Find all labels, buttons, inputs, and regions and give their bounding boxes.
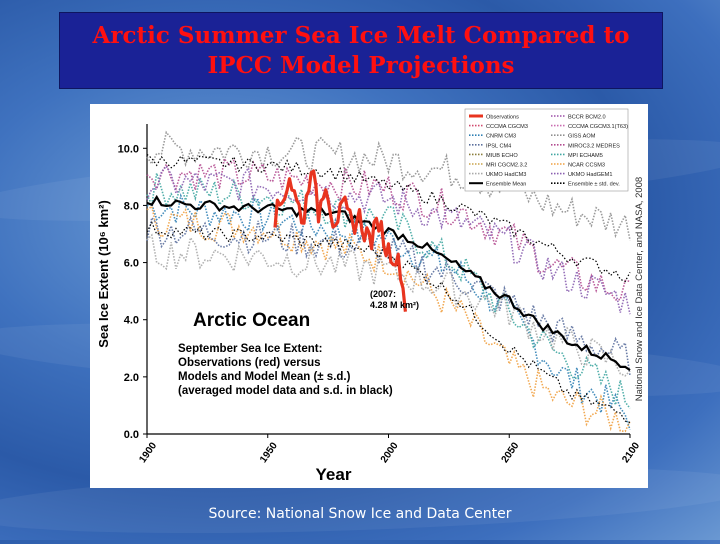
observations-line xyxy=(273,169,407,312)
y-tick-label: 10.0 xyxy=(118,143,139,155)
ensemble-mean-line xyxy=(146,194,631,372)
legend-entry-label: Observations xyxy=(486,115,519,121)
legend-entry-label: IPSL CM4 xyxy=(486,143,511,149)
legend-entry-label: MIROC3.2 MEDRES xyxy=(568,143,620,149)
model-series-line xyxy=(146,172,631,409)
legend-entry-label: UKMO HadCM3 xyxy=(486,172,526,178)
caption-line: September Sea Ice Extent: xyxy=(178,343,322,355)
legend-entry-label: GISS AOM xyxy=(568,134,596,140)
y-tick-label: 6.0 xyxy=(124,258,139,270)
model-series-line xyxy=(146,205,631,433)
x-tick-label: 2100 xyxy=(620,440,642,465)
model-series-line xyxy=(146,130,631,241)
legend-entry-label: BCCR BCM2.0 xyxy=(568,115,606,121)
sea-ice-chart: 0.0 2.0 4.0 6.0 8.0 10.0 1900 1950 2000 2050 2100 Y… xyxy=(96,108,645,484)
model-series-line xyxy=(146,192,631,430)
region-label: Arctic Ocean xyxy=(193,310,310,331)
x-axis-title: Year xyxy=(316,465,352,484)
legend-entry-label: MIUB ECHO xyxy=(486,153,518,159)
caption-line: (averaged model data and s.d. in black) xyxy=(178,385,393,397)
legend-entry-label: UKMO HadGEM1 xyxy=(568,172,612,178)
caption-line: Observations (red) versus xyxy=(178,357,321,369)
y-tick-label: 4.0 xyxy=(124,315,139,327)
caption-line: Models and Model Mean (± s.d.) xyxy=(178,371,351,383)
annotation-2007-line: (2007: xyxy=(370,289,396,299)
chart-figure: 0.0 2.0 4.0 6.0 8.0 10.0 1900 1950 2000 2050 2100 Y… xyxy=(90,104,648,488)
credit-text: National Snow and Ice Data Center, and N… xyxy=(634,177,645,401)
model-series-line xyxy=(146,233,631,377)
legend-entry-label: NCAR CCSM3 xyxy=(568,163,605,169)
legend-entry-label: MRI CGCM2.3.2 xyxy=(486,163,527,169)
source-credit: Source: National Snow Ice and Data Cente… xyxy=(208,506,512,522)
legend-entry-label: MPI ECHAM5 xyxy=(568,153,603,159)
ensemble-lower-line xyxy=(146,220,631,423)
x-tick-label: 2000 xyxy=(379,440,401,465)
annotation-2007-line: 4.28 M km²) xyxy=(370,300,419,310)
x-tick-label: 2050 xyxy=(500,440,522,465)
model-series-line xyxy=(146,156,631,301)
y-tick-label: 0.0 xyxy=(124,429,139,441)
legend-entry-label: Ensemble Mean xyxy=(486,182,526,188)
slide-title: Arctic Summer Sea Ice Melt Compared to I… xyxy=(59,12,663,89)
legend-box xyxy=(464,108,629,192)
y-tick-label: 8.0 xyxy=(124,200,139,212)
legend-entry-label: CCCMA CGCM3.1(T63) xyxy=(568,124,628,130)
y-axis-title: Sea Ice Extent (10⁶ km²) xyxy=(96,200,111,348)
title-line-1: Arctic Summer Sea Ice Melt Compared to xyxy=(92,21,630,49)
legend-entry-label: CNRM CM3 xyxy=(486,134,516,140)
legend-entry-label: Ensemble ± std. dev. xyxy=(568,182,620,188)
model-series-line xyxy=(146,165,631,315)
title-line-2: IPCC Model Projections xyxy=(207,51,515,79)
model-series-line xyxy=(146,215,631,376)
x-tick-label: 1900 xyxy=(137,440,159,465)
y-tick-label: 2.0 xyxy=(124,372,139,384)
x-tick-label: 1950 xyxy=(258,440,280,465)
legend-entry-label: CCCMA CGCM3 xyxy=(486,124,528,130)
